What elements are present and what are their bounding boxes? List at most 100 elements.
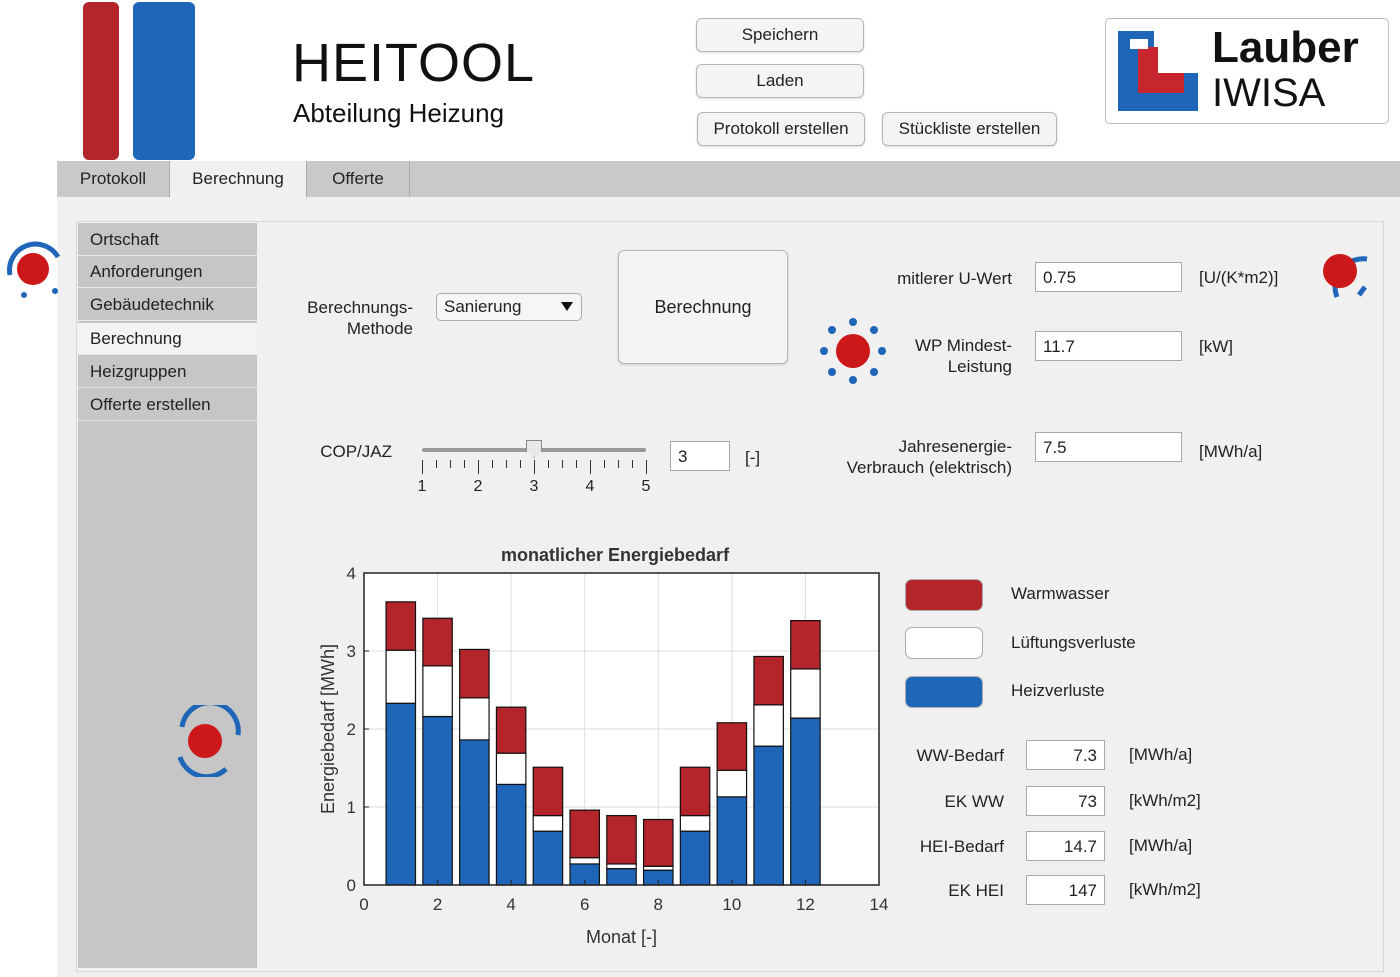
ek-hei-label: EK HEI <box>948 881 1004 900</box>
ek-ww-label: EK WW <box>944 792 1005 811</box>
cop-input[interactable]: 3 <box>670 441 730 471</box>
energy-field[interactable]: 7.5 <box>1035 432 1182 462</box>
logo-text-lauber: Lauber <box>1212 23 1359 72</box>
bar-segment <box>642 818 674 867</box>
energy-label-line2: Verbrauch (elektrisch) <box>846 458 1012 477</box>
legend-label-lueftungsverluste: Lüftungsverluste <box>1011 633 1136 652</box>
calculate-button[interactable]: Berechnung <box>618 250 788 364</box>
bar-segment <box>532 814 564 832</box>
cop-slider-thumb[interactable] <box>526 440 542 458</box>
ek-ww-unit: [kWh/m2] <box>1129 791 1201 810</box>
slider-tick-label: 5 <box>641 478 651 495</box>
bar-segment <box>569 857 601 865</box>
slider-minor-tick <box>492 460 493 468</box>
bar-segment <box>679 830 711 886</box>
u-value-label: mitlerer U-Wert <box>897 269 1012 288</box>
tab-berechnung[interactable]: Berechnung <box>170 161 307 197</box>
cop-unit: [-] <box>745 448 761 467</box>
sun-icon <box>820 318 886 384</box>
sidebar-item-gebaeudetechnik[interactable]: Gebäudetechnik <box>78 289 257 321</box>
bar-segment <box>569 809 601 859</box>
wp-unit: [kW] <box>1199 337 1233 356</box>
slider-minor-tick <box>450 460 451 468</box>
method-select-value: Sanierung <box>444 297 522 316</box>
x-tick-label: 4 <box>506 895 515 914</box>
ek-hei-unit: [kWh/m2] <box>1129 880 1201 899</box>
slider-minor-tick <box>548 460 549 468</box>
hei-bedarf-field[interactable]: 14.7 <box>1026 831 1105 861</box>
u-value-unit: [U/(K*m2)] <box>1199 268 1279 287</box>
x-tick-label: 6 <box>580 895 589 914</box>
sidebar-item-heizgruppen[interactable]: Heizgruppen <box>78 356 257 388</box>
u-value-field[interactable]: 0.75 <box>1035 262 1182 292</box>
x-tick-label: 12 <box>796 895 815 914</box>
slider-major-tick <box>646 460 647 474</box>
slider-minor-tick <box>562 460 563 468</box>
bar-segment <box>679 814 711 832</box>
spinner-icon-bottom <box>177 705 241 777</box>
slider-tick-label: 1 <box>417 478 427 495</box>
energy-label-line1: Jahresenergie- <box>898 437 1012 456</box>
method-label: Berechnungs- Methode <box>290 297 413 339</box>
y-tick-label: 1 <box>347 798 356 817</box>
bar-segment <box>385 649 417 704</box>
spinner-icon-left <box>7 241 61 298</box>
tab-offerte[interactable]: Offerte <box>307 161 410 197</box>
bar-segment <box>716 796 748 886</box>
ek-ww-field[interactable]: 73 <box>1026 786 1105 816</box>
slider-major-tick <box>590 460 591 474</box>
hei-bedarf-unit: [MWh/a] <box>1129 836 1193 855</box>
slider-tick-label: 4 <box>585 478 595 495</box>
bar-segment <box>716 722 748 771</box>
sidebar-item-offerte-erstellen[interactable]: Offerte erstellen <box>78 389 257 421</box>
bar-segment <box>532 766 564 817</box>
wp-label: WP Mindest- Leistung <box>880 335 1012 377</box>
slider-major-tick <box>422 460 423 474</box>
legend-swatch-lueftungsverluste <box>905 627 983 659</box>
logo-bar-blue <box>133 2 195 160</box>
create-protocol-button[interactable]: Protokoll erstellen <box>697 112 865 146</box>
bar-segment <box>679 766 711 817</box>
y-tick-label: 4 <box>347 564 356 583</box>
sidebar: Ortschaft Anforderungen Gebäudetechnik B… <box>78 223 257 968</box>
bar-segment <box>385 601 417 651</box>
spinner-icon-right <box>1323 254 1368 298</box>
bar-segment <box>753 704 784 747</box>
energy-unit: [MWh/a] <box>1199 442 1263 461</box>
company-logo: Lauber IWISA <box>1105 18 1389 124</box>
method-label-line2: Methode <box>346 319 413 338</box>
bar-segment <box>606 814 637 865</box>
slider-minor-tick <box>618 460 619 468</box>
company-logo-mark <box>1118 31 1198 111</box>
ww-bedarf-label: WW-Bedarf <box>916 746 1004 765</box>
chart-title: monatlicher Energiebedarf <box>501 545 730 565</box>
slider-minor-tick <box>506 460 507 468</box>
slider-tick-label: 3 <box>529 478 539 495</box>
ek-hei-field[interactable]: 147 <box>1026 875 1105 905</box>
load-button[interactable]: Laden <box>696 64 864 98</box>
sidebar-item-berechnung[interactable]: Berechnung <box>78 323 257 355</box>
sidebar-item-anforderungen[interactable]: Anforderungen <box>78 256 257 288</box>
y-tick-label: 3 <box>347 642 356 661</box>
legend-label-heizverluste: Heizverluste <box>1011 681 1105 700</box>
x-tick-label: 8 <box>654 895 663 914</box>
logo-bar-red <box>83 2 119 160</box>
slider-minor-tick <box>436 460 437 468</box>
cop-slider[interactable]: 1 2 3 4 5 <box>418 436 650 498</box>
save-button[interactable]: Speichern <box>696 18 864 52</box>
bar-segment <box>459 648 490 699</box>
tab-protokoll[interactable]: Protokoll <box>57 161 170 197</box>
ww-bedarf-field[interactable]: 7.3 <box>1026 740 1105 770</box>
slider-minor-tick <box>520 460 521 468</box>
bar-segment <box>422 715 453 886</box>
x-tick-label: 14 <box>870 895 889 914</box>
y-tick-label: 0 <box>347 876 356 895</box>
legend-label-warmwasser: Warmwasser <box>1011 584 1110 603</box>
method-select[interactable]: Sanierung <box>436 293 582 321</box>
x-tick-label: 10 <box>722 895 741 914</box>
create-parts-list-button[interactable]: Stückliste erstellen <box>882 112 1057 146</box>
wp-field[interactable]: 11.7 <box>1035 331 1182 361</box>
sidebar-item-ortschaft[interactable]: Ortschaft <box>78 224 257 256</box>
slider-minor-tick <box>576 460 577 468</box>
